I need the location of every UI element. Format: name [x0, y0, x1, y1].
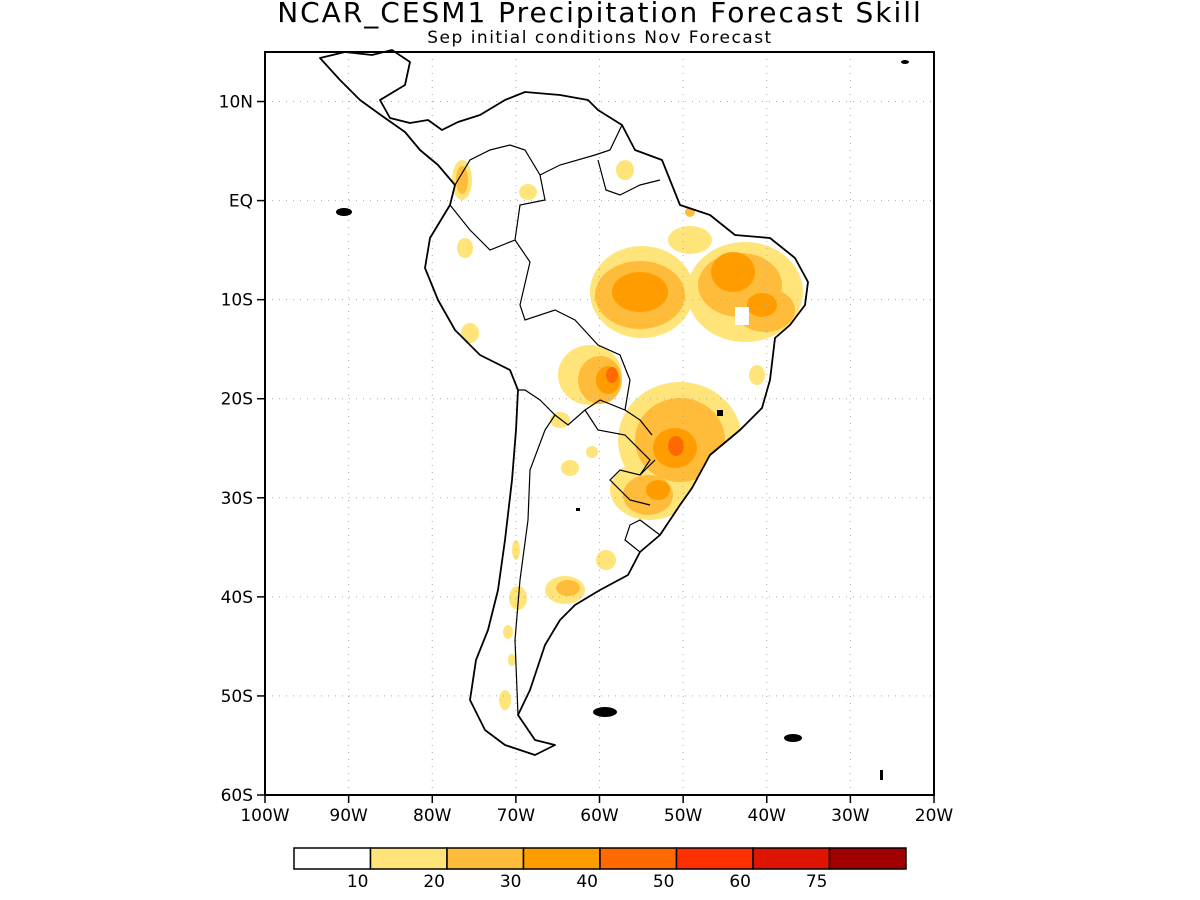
legend-label: 50	[653, 872, 675, 892]
legend-swatch	[828, 847, 907, 870]
legend-swatch	[675, 847, 754, 870]
legend-label: 60	[729, 872, 751, 892]
legend-label: 10	[347, 872, 369, 892]
lon-tick-label: 50W	[664, 806, 703, 826]
lon-tick-label: 40W	[748, 806, 787, 826]
color-legend: 10 20 30 40 50 60 75	[293, 847, 907, 892]
lat-tick-label: 30S	[221, 489, 253, 509]
legend-swatch	[369, 847, 448, 870]
lon-tick-label: 60W	[580, 806, 619, 826]
country-borders	[449, 124, 661, 716]
skill-shading	[452, 160, 803, 710]
lat-tick-label: 60S	[221, 786, 253, 806]
legend-swatch	[446, 847, 525, 870]
legend-swatch	[293, 847, 372, 870]
legend-label: 40	[576, 872, 598, 892]
map-title: NCAR_CESM1 Precipitation Forecast Skill	[277, 0, 923, 29]
map-subtitle: Sep initial conditions Nov Forecast	[427, 28, 773, 48]
lat-tick-label: 10N	[219, 93, 253, 113]
legend-swatch	[522, 847, 601, 870]
lat-tick-label: 20S	[221, 390, 253, 410]
coastline	[319, 49, 809, 756]
lon-tick-label: 20W	[915, 806, 954, 826]
lon-tick-label: 90W	[329, 806, 368, 826]
lon-tick-label: 30W	[831, 806, 870, 826]
lon-tick-label: 70W	[497, 806, 536, 826]
lat-tick-label: EQ	[229, 192, 253, 212]
lat-tick-label: 10S	[221, 291, 253, 311]
lat-tick-label: 40S	[221, 588, 253, 608]
legend-label: 20	[423, 872, 445, 892]
islands	[336, 60, 909, 780]
lon-tick-label: 100W	[240, 806, 289, 826]
lon-tick-label: 80W	[413, 806, 452, 826]
legend-label: 75	[806, 872, 828, 892]
legend-swatch	[599, 847, 678, 870]
lat-tick-label: 50S	[221, 687, 253, 707]
legend-label: 30	[500, 872, 522, 892]
legend-swatch	[752, 847, 831, 870]
